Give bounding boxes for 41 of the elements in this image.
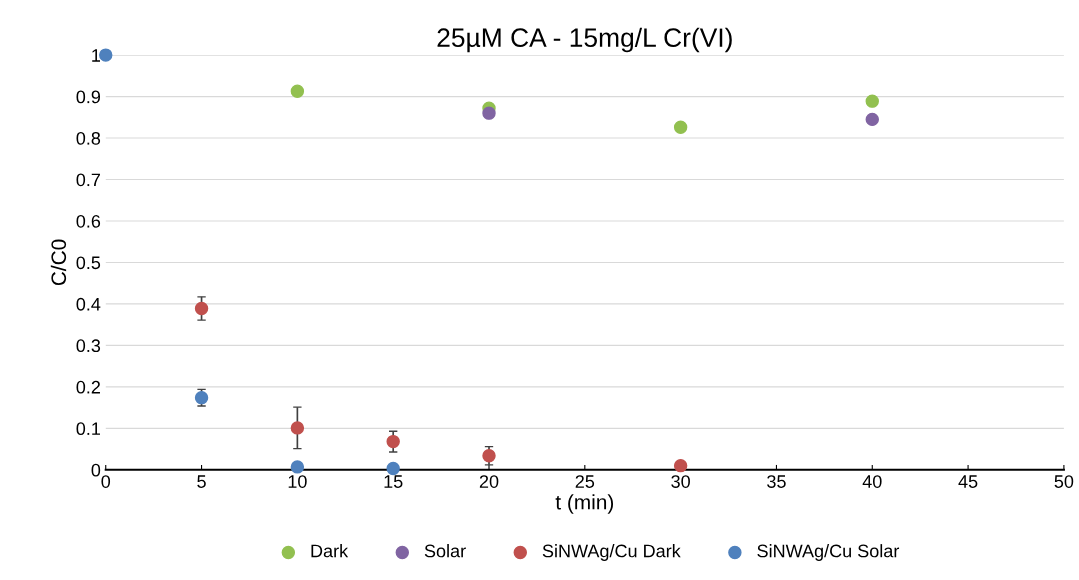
- point: [386, 461, 400, 476]
- x-tick-label: 30: [671, 475, 690, 488]
- y-tick-label: 0.3: [76, 339, 101, 353]
- y-tick-label: 0.9: [76, 90, 101, 104]
- point: [865, 112, 879, 127]
- x-tick-label: 45: [958, 475, 978, 488]
- y-tick-label: 1: [92, 49, 100, 62]
- x-tick-label: 50: [1054, 475, 1074, 488]
- legend-label: Solar: [424, 544, 466, 558]
- y-axis-title: C/C0: [50, 239, 67, 286]
- point: [673, 458, 688, 473]
- x-tick-label: 20: [479, 475, 499, 488]
- point: [99, 48, 113, 62]
- x-axis-title: t (min): [555, 494, 614, 514]
- point: [865, 94, 879, 108]
- x-tick-label: 10: [288, 475, 307, 488]
- legend-label: Dark: [311, 544, 349, 558]
- point: [194, 301, 209, 316]
- y-tick-label: 0.4: [76, 297, 101, 311]
- point: [673, 120, 688, 134]
- y-tick-label: 0.8: [76, 131, 101, 145]
- y-tick-label: 0.2: [76, 380, 100, 394]
- y-tick-label: 0.5: [76, 256, 101, 270]
- x-tick-label: 5: [197, 475, 206, 488]
- y-tick-label: 0: [91, 463, 101, 477]
- x-tick-label: 15: [384, 475, 403, 488]
- y-tick-label: 0.6: [76, 214, 101, 228]
- legend-label: SiNWAg/Cu Dark: [542, 544, 681, 561]
- x-tick-label: 35: [767, 475, 786, 488]
- chart-title: 25µM CA - 15mg/L Cr(VI): [437, 27, 732, 53]
- x-tick-label: 40: [862, 475, 882, 488]
- x-tick-label: 0: [101, 475, 111, 488]
- point: [386, 434, 400, 449]
- legend-label: SiNWAg/Cu Solar: [757, 544, 900, 561]
- point: [290, 84, 305, 98]
- point: [290, 460, 305, 474]
- y-tick-label: 0.1: [76, 422, 100, 436]
- point: [290, 421, 305, 435]
- y-tick-label: 0.7: [76, 173, 100, 187]
- x-tick-label: 25: [575, 475, 595, 488]
- point: [482, 106, 496, 120]
